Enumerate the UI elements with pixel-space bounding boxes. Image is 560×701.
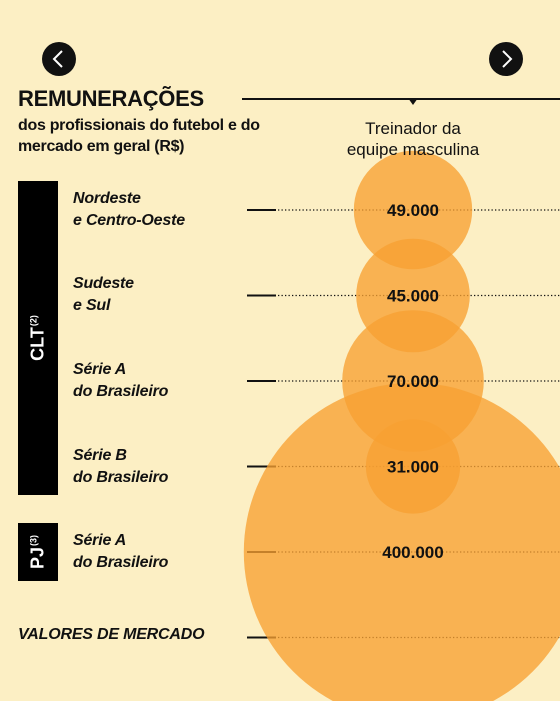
chevron-left-icon xyxy=(52,50,63,68)
group-note-pj: (3) xyxy=(28,534,39,546)
row-label-line: Nordeste xyxy=(73,190,141,207)
title-pointer xyxy=(408,98,418,105)
row-label-line: Série A xyxy=(73,361,127,378)
group-label-clt: CLT xyxy=(27,327,48,361)
row-label: Série A do Brasileiro xyxy=(73,359,248,403)
title-rule xyxy=(242,98,560,100)
row-label-line: Série B xyxy=(73,447,127,464)
row-label: Série B do Brasileiro xyxy=(73,445,248,489)
group-bar-pj: PJ(3) xyxy=(18,523,58,581)
chevron-right-icon xyxy=(502,50,513,68)
row-label: Sudeste e Sul xyxy=(73,273,248,317)
row-label-line: Série A xyxy=(73,532,127,549)
value-label: 49.000 xyxy=(387,201,439,220)
row-label-line: do Brasileiro xyxy=(73,554,169,571)
row-label-line: Sudeste xyxy=(73,275,134,292)
column-header-line2: equipe masculina xyxy=(346,140,480,159)
row-label-line: do Brasileiro xyxy=(73,469,169,486)
bubble xyxy=(353,150,473,270)
row-label-line: e Sul xyxy=(73,297,111,314)
value-label: 31.000 xyxy=(387,458,439,477)
chart-title: REMUNERAÇÕES xyxy=(18,86,204,111)
value-label: 45.000 xyxy=(387,287,439,306)
next-button[interactable] xyxy=(489,42,523,76)
bubble xyxy=(243,382,560,701)
row-label-line: do Brasileiro xyxy=(73,383,169,400)
group-bar-clt: CLT(2) xyxy=(18,181,58,495)
previous-button[interactable] xyxy=(42,42,76,76)
column-header: Treinador da equipe masculina xyxy=(313,118,513,160)
group-label-pj: PJ xyxy=(27,546,48,570)
row-label: Série A do Brasileiro xyxy=(73,530,248,574)
market-values-label: VALORES DE MERCADO xyxy=(18,626,205,643)
row-label-line: e Centro-Oeste xyxy=(73,212,185,229)
group-note-clt: (2) xyxy=(28,315,39,327)
column-header-line1: Treinador da xyxy=(365,119,461,138)
value-label: 70.000 xyxy=(387,372,439,391)
chart-subtitle: dos profissionais do futebol e do mercad… xyxy=(18,117,260,155)
row-label: Nordeste e Centro-Oeste xyxy=(73,188,248,232)
value-label: 400.000 xyxy=(382,543,443,562)
